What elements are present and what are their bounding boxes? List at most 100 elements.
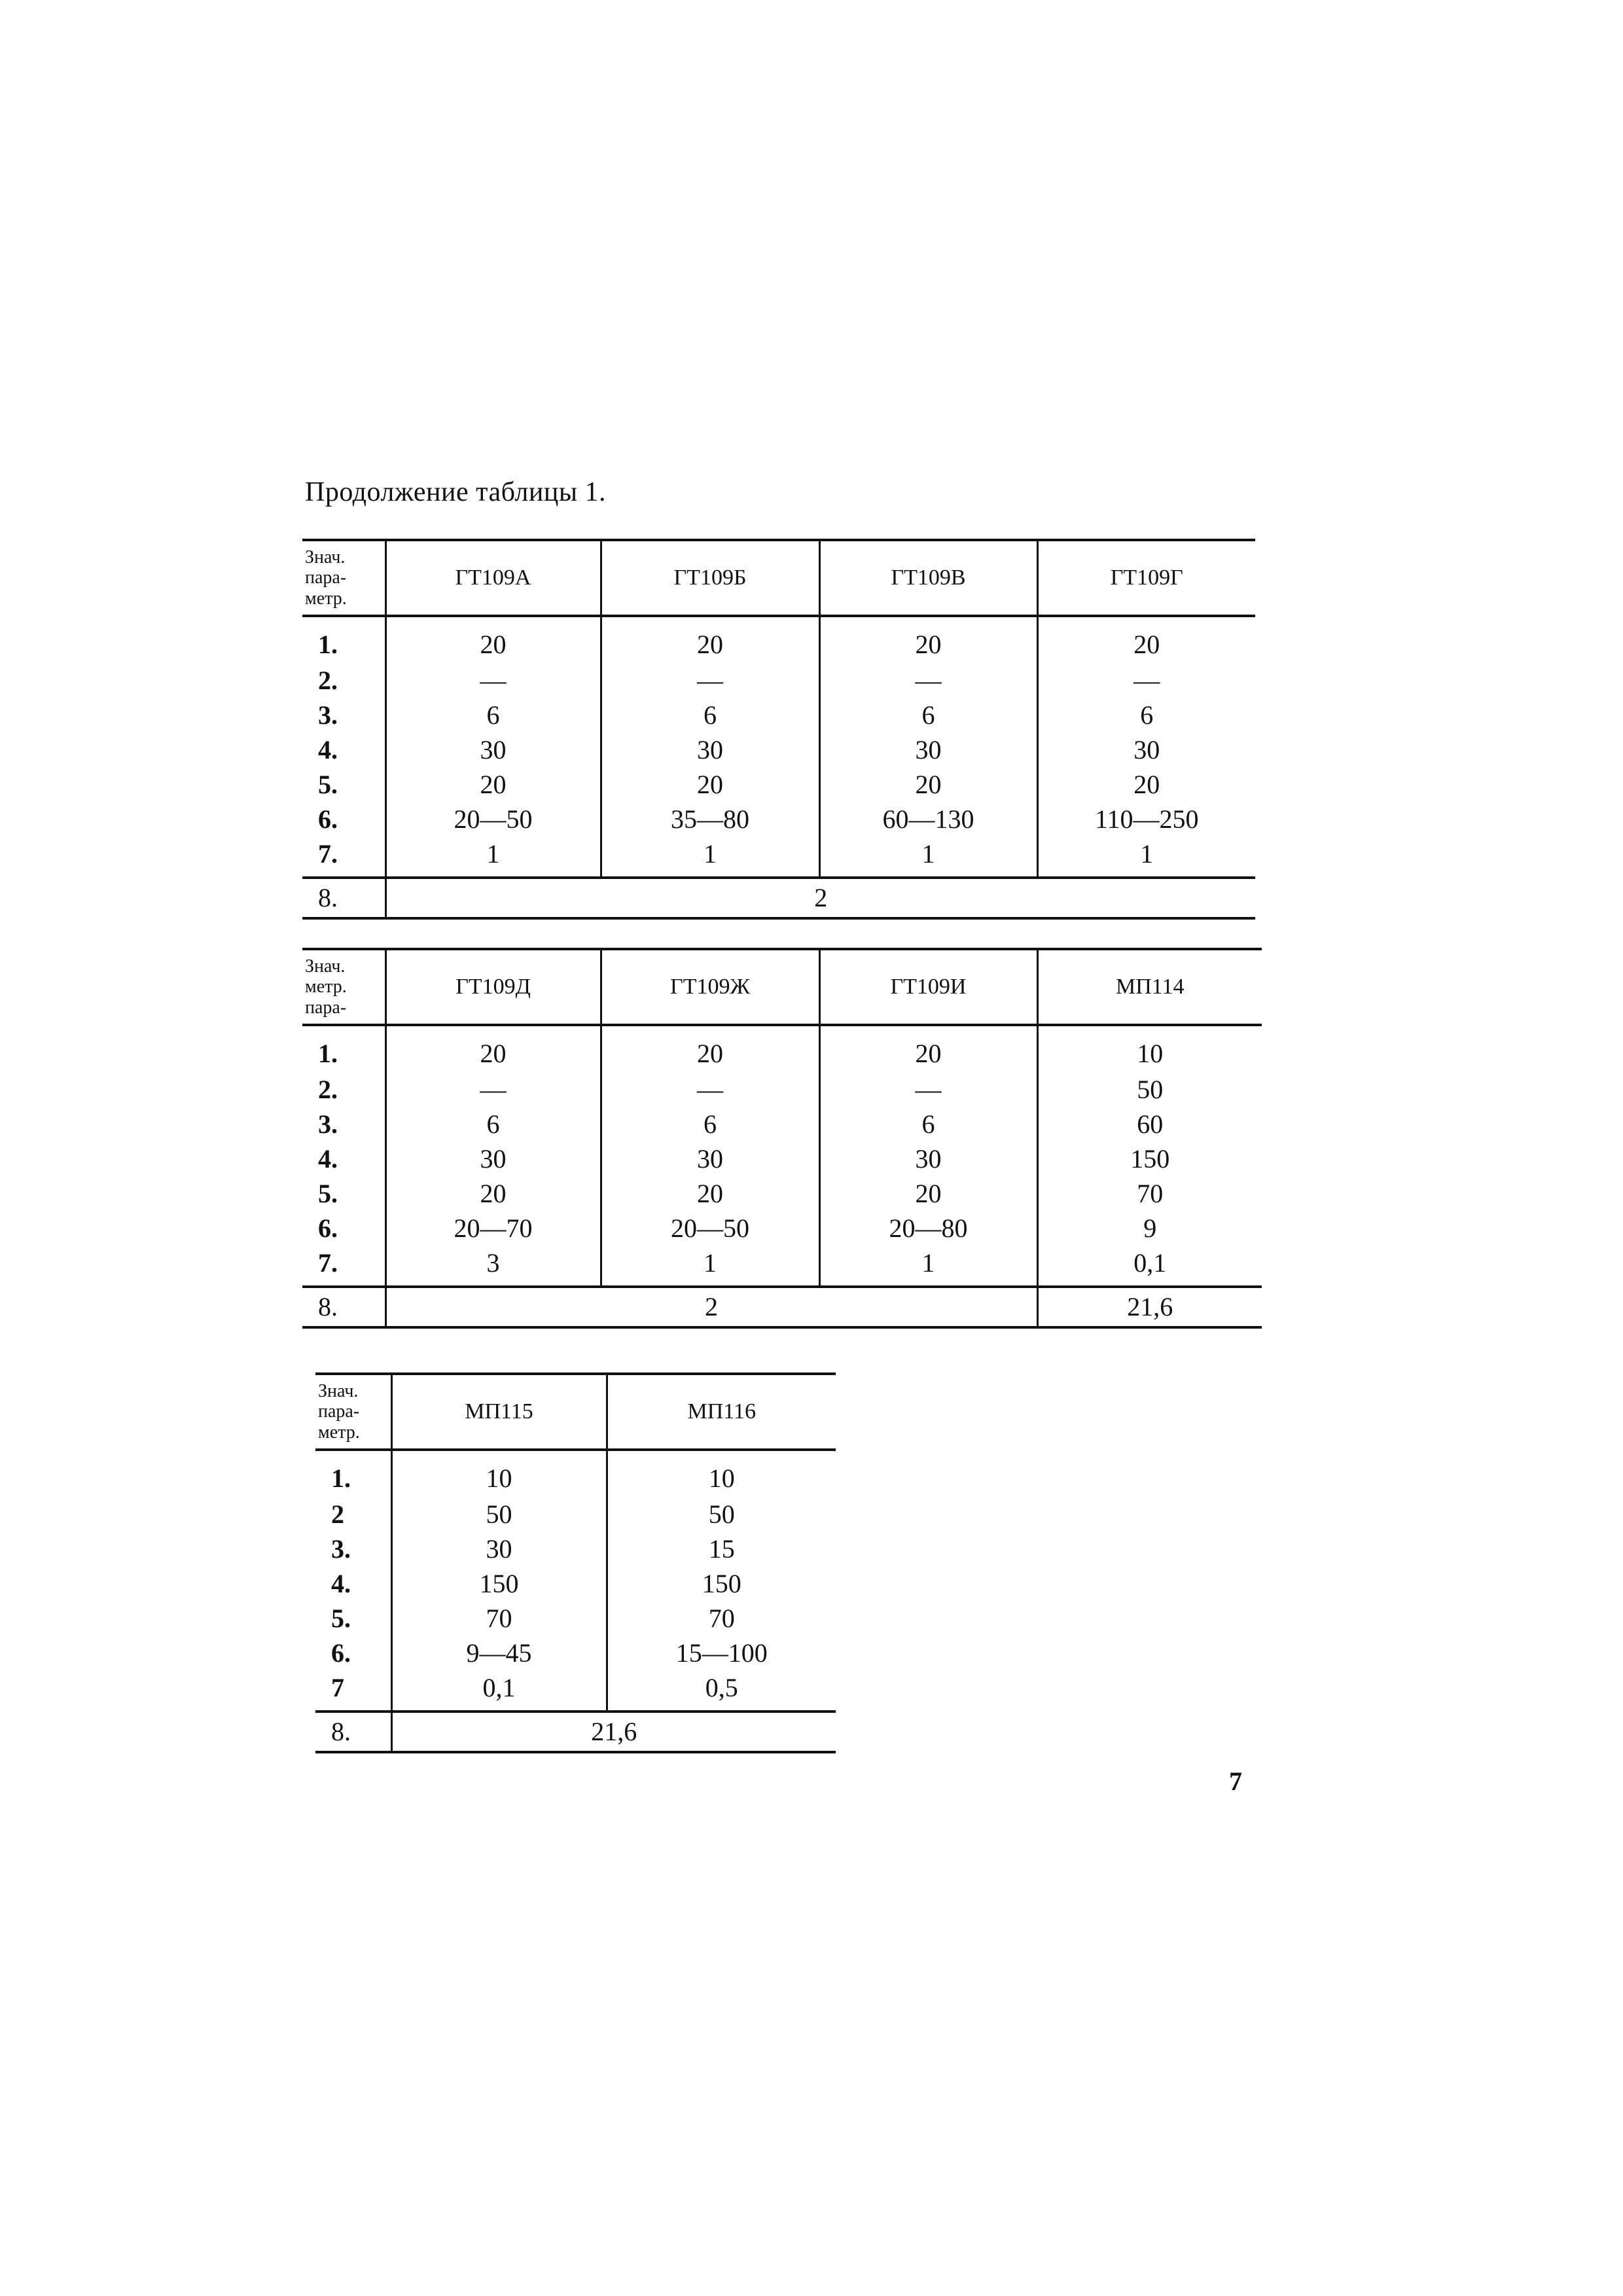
table-cell: 0,1 — [1036, 1246, 1262, 1287]
footer-row: 8. 2 — [302, 876, 1255, 918]
column-header: ГТ109И — [818, 949, 1037, 1026]
table-cell: 1 — [384, 836, 601, 878]
row-label: 8. — [302, 876, 385, 918]
table-row: 5. 20 20 20 70 — [302, 1176, 1262, 1211]
table-row: 2. — — — — — [302, 663, 1255, 698]
table-cell: 150 — [390, 1566, 607, 1601]
table-cell: — — [1036, 663, 1255, 698]
footer-cell: 21,6 — [390, 1710, 836, 1752]
table-cell: — — [818, 663, 1037, 698]
row-label: 1. — [331, 1463, 351, 1493]
table-row: 4. 30 30 30 150 — [302, 1141, 1262, 1176]
stub-header: Знач. пара-метр. — [302, 540, 385, 617]
parameters-table-2: Знач. метр. пара- ГТ109Д ГТ109Ж ГТ109И МП114 1.… — [302, 948, 1262, 1329]
table-cell: 20 — [599, 1025, 819, 1072]
table-cell: 15 — [605, 1532, 836, 1566]
table-cell: 30 — [599, 1141, 819, 1176]
row-label: 5. — [318, 1178, 338, 1208]
column-header: МП114 — [1036, 949, 1262, 1026]
column-header: ГТ109Г — [1036, 540, 1255, 617]
table-cell: 20 — [384, 1176, 601, 1211]
table-row: 4. 30 30 30 30 — [302, 732, 1255, 767]
stub-header-line: пара- — [305, 567, 347, 588]
row-label: 3. — [318, 1109, 338, 1139]
row-label: 7 — [331, 1672, 344, 1702]
table-cell: 6 — [818, 698, 1037, 732]
table-row: 3. 6 6 6 6 — [302, 698, 1255, 732]
row-label: 4. — [318, 1143, 338, 1174]
table-cell: 20 — [1036, 767, 1255, 802]
table-cell: 20 — [384, 1025, 601, 1072]
row-label: 2 — [331, 1499, 344, 1529]
table-cell: 6 — [599, 698, 819, 732]
table-cell: 150 — [1036, 1141, 1262, 1176]
row-label: 8. — [315, 1710, 391, 1752]
table-cell: 50 — [605, 1497, 836, 1532]
row-label: 3. — [331, 1534, 351, 1564]
table-cell: 20 — [1036, 616, 1255, 663]
row-label: 7. — [318, 1247, 338, 1278]
header-row: Знач. пара-метр. МП115 МП116 — [315, 1374, 836, 1451]
table-row: 1. 10 10 — [315, 1450, 836, 1497]
table-row: 7. 3 1 1 0,1 — [302, 1246, 1262, 1287]
column-header: ГТ109А — [384, 540, 601, 617]
table-row: 3. 30 15 — [315, 1532, 836, 1566]
footer-row: 8. 21,6 — [315, 1710, 836, 1752]
stub-header-line: Знач. — [305, 956, 346, 977]
row-label: 6. — [331, 1638, 351, 1668]
row-label: 5. — [318, 769, 338, 799]
row-label: 1. — [318, 630, 338, 659]
table-cell: 20 — [599, 1176, 819, 1211]
table-cell: 110—250 — [1036, 802, 1255, 836]
stub-header-line: пара- — [318, 1401, 360, 1422]
table-cell: 10 — [605, 1450, 836, 1497]
table-cell: 30 — [818, 1141, 1037, 1176]
table-cell: 150 — [605, 1566, 836, 1601]
table-row: 1. 20 20 20 20 — [302, 616, 1255, 663]
table-row: 6. 20—50 35—80 60—130 110—250 — [302, 802, 1255, 836]
table-cell: 1 — [599, 1246, 819, 1287]
table-row: 1. 20 20 20 10 — [302, 1025, 1262, 1072]
row-label: 6. — [318, 804, 338, 834]
footer-cell: 21,6 — [1036, 1285, 1262, 1327]
page-number: 7 — [1229, 1767, 1242, 1796]
table-cell: 3 — [384, 1246, 601, 1287]
table-cell: — — [384, 1072, 601, 1107]
row-label: 2. — [318, 1074, 338, 1104]
table-cell: 20 — [818, 767, 1037, 802]
table-cell: — — [818, 1072, 1037, 1107]
table-cell: 6 — [818, 1107, 1037, 1141]
table-row: 7. 1 1 1 1 — [302, 836, 1255, 878]
table-row: 2 50 50 — [315, 1497, 836, 1532]
table-cell: 50 — [390, 1497, 607, 1532]
row-label: 4. — [318, 734, 338, 764]
table-cell: 20—50 — [599, 1211, 819, 1246]
table-cell: 30 — [384, 732, 601, 767]
table-cell: 30 — [599, 732, 819, 767]
row-label: 3. — [318, 700, 338, 730]
table-cell: 30 — [390, 1532, 607, 1566]
table-cell: 20—70 — [384, 1211, 601, 1246]
column-header: МП115 — [390, 1374, 607, 1451]
row-label: 2. — [318, 665, 338, 695]
table-cell: 70 — [605, 1601, 836, 1636]
table-cell: 20 — [599, 767, 819, 802]
table-cell: 9—45 — [390, 1636, 607, 1670]
table-cell: 30 — [1036, 732, 1255, 767]
header-row: Знач. пара-метр. ГТ109А ГТ109Б ГТ109В ГТ109Г — [302, 540, 1255, 617]
stub-header-line: метр. — [305, 588, 347, 609]
table-row: 7 0,1 0,5 — [315, 1670, 836, 1712]
row-label: 7. — [318, 838, 338, 869]
table-cell: — — [599, 663, 819, 698]
footer-cell: 2 — [384, 1285, 1037, 1327]
table-row: 4. 150 150 — [315, 1566, 836, 1601]
table-caption: Продолжение таблицы 1. — [305, 477, 607, 507]
table-cell: 50 — [1036, 1072, 1262, 1107]
table-cell: 1 — [818, 836, 1037, 878]
table-cell: 9 — [1036, 1211, 1262, 1246]
stub-header-line: Знач. — [305, 547, 346, 567]
table-row: 5. 20 20 20 20 — [302, 767, 1255, 802]
table-cell: 60 — [1036, 1107, 1262, 1141]
stub-header: Знач. пара-метр. — [315, 1374, 391, 1451]
row-label: 1. — [318, 1039, 338, 1068]
